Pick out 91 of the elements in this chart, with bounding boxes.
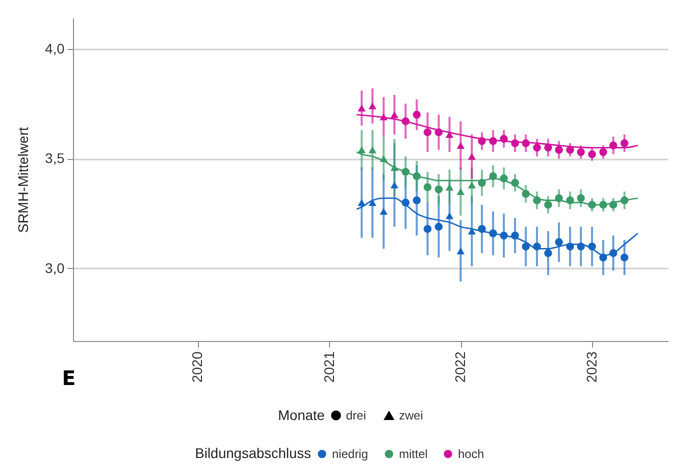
point — [511, 139, 519, 148]
point — [380, 155, 388, 162]
x-tick-label: 2020 — [189, 351, 206, 383]
point — [434, 128, 443, 136]
x-tick-label: 2023 — [584, 351, 600, 383]
point — [468, 228, 476, 235]
y-tick-label: 3,0 — [45, 260, 65, 276]
point — [478, 178, 486, 187]
point — [402, 117, 410, 126]
point — [456, 142, 465, 149]
point — [609, 249, 618, 258]
point — [500, 232, 508, 240]
legend-label: mittel — [399, 447, 428, 461]
point — [566, 242, 574, 250]
point — [424, 128, 432, 136]
point — [412, 110, 421, 119]
point — [358, 199, 366, 206]
point — [588, 242, 596, 250]
point — [609, 142, 618, 150]
point — [566, 146, 574, 154]
point — [544, 249, 552, 258]
text: E — [62, 366, 76, 390]
point — [478, 137, 486, 145]
x-tick-label: 2021 — [320, 351, 337, 383]
point — [522, 190, 530, 198]
point — [412, 196, 421, 204]
point — [434, 185, 443, 194]
point — [456, 188, 465, 195]
point — [380, 113, 388, 120]
point — [468, 182, 476, 188]
point — [446, 212, 454, 220]
text: drei — [346, 408, 366, 422]
point — [368, 146, 376, 154]
point — [599, 254, 608, 262]
point — [468, 153, 476, 160]
y-tick-label: 3,5 — [45, 150, 65, 166]
point — [620, 139, 628, 148]
point — [576, 194, 585, 202]
point — [489, 229, 497, 238]
text: Monate — [278, 407, 325, 423]
point — [500, 174, 508, 182]
point — [368, 199, 376, 206]
y-axis-title: SRMH-Mittelwert — [15, 127, 32, 233]
point — [599, 200, 608, 209]
point — [576, 242, 585, 250]
point — [402, 168, 410, 176]
point — [511, 178, 519, 187]
y-tick-label: 4,0 — [45, 40, 65, 56]
legend-title: Bildungsabschluss — [195, 445, 311, 461]
text: zwei — [399, 408, 424, 423]
point — [489, 172, 497, 180]
point — [500, 134, 508, 143]
point — [424, 225, 432, 233]
point — [390, 111, 398, 118]
point — [434, 222, 443, 231]
point — [402, 198, 410, 206]
point — [380, 208, 388, 215]
point — [478, 225, 486, 233]
point — [456, 248, 465, 254]
point — [358, 104, 366, 112]
point — [588, 150, 596, 158]
point — [588, 200, 596, 209]
point — [446, 184, 454, 191]
point — [489, 137, 497, 145]
point — [576, 148, 585, 156]
x-tick-label: 2022 — [452, 351, 468, 383]
legend-label: niedrig — [332, 447, 368, 461]
point — [511, 232, 519, 240]
point — [544, 200, 552, 209]
point — [533, 242, 541, 250]
point — [620, 254, 628, 262]
point — [522, 139, 530, 148]
point — [544, 144, 552, 152]
point — [390, 182, 398, 188]
point — [446, 131, 454, 138]
point — [609, 200, 618, 209]
point — [412, 172, 421, 180]
point — [368, 102, 376, 110]
point — [390, 164, 398, 171]
point — [533, 196, 541, 204]
point — [555, 194, 563, 202]
point — [358, 146, 366, 154]
point — [533, 144, 541, 152]
legend-label: hoch — [458, 447, 484, 461]
point — [522, 242, 530, 250]
point — [599, 148, 608, 156]
point — [555, 146, 563, 154]
point — [566, 196, 574, 204]
point — [555, 238, 563, 246]
point — [620, 196, 628, 204]
point — [424, 183, 432, 192]
